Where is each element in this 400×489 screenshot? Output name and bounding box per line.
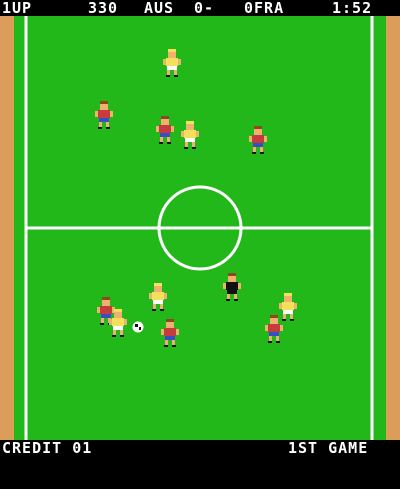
home-player-sprite bbox=[155, 115, 175, 145]
soccer-ball bbox=[132, 318, 144, 333]
home-player-sprite bbox=[94, 100, 114, 130]
home-player-sprite bbox=[160, 318, 180, 348]
away-player-sprite bbox=[278, 292, 298, 322]
home-player-sprite bbox=[248, 125, 268, 155]
left-running-track bbox=[0, 16, 14, 440]
credit-counter: CREDIT 01 bbox=[2, 439, 93, 457]
score-bar: 1UP 330 AUS 0- 0FRA 1:52 bbox=[0, 0, 400, 16]
right-running-track bbox=[386, 16, 400, 440]
away-player-sprite bbox=[162, 48, 182, 78]
match-clock: 1:52 bbox=[332, 0, 373, 17]
away-player-sprite bbox=[148, 282, 168, 312]
center-circle bbox=[157, 185, 243, 271]
match-score: 0- bbox=[194, 0, 215, 17]
pitch-markings bbox=[24, 16, 374, 440]
home-player-sprite bbox=[264, 314, 284, 344]
soccer-pitch bbox=[14, 16, 386, 440]
away-player-sprite bbox=[108, 308, 128, 338]
keeper-player-sprite bbox=[222, 272, 242, 302]
score-value: 330 bbox=[88, 0, 119, 17]
game-status: 1ST GAME bbox=[288, 439, 369, 457]
status-bar: CREDIT 01 1ST GAME bbox=[0, 440, 400, 457]
away-team-name: 0FRA bbox=[244, 0, 285, 17]
home-team-name: AUS bbox=[144, 0, 175, 17]
player-indicator: 1UP bbox=[2, 0, 33, 17]
away-player-sprite bbox=[180, 120, 200, 150]
